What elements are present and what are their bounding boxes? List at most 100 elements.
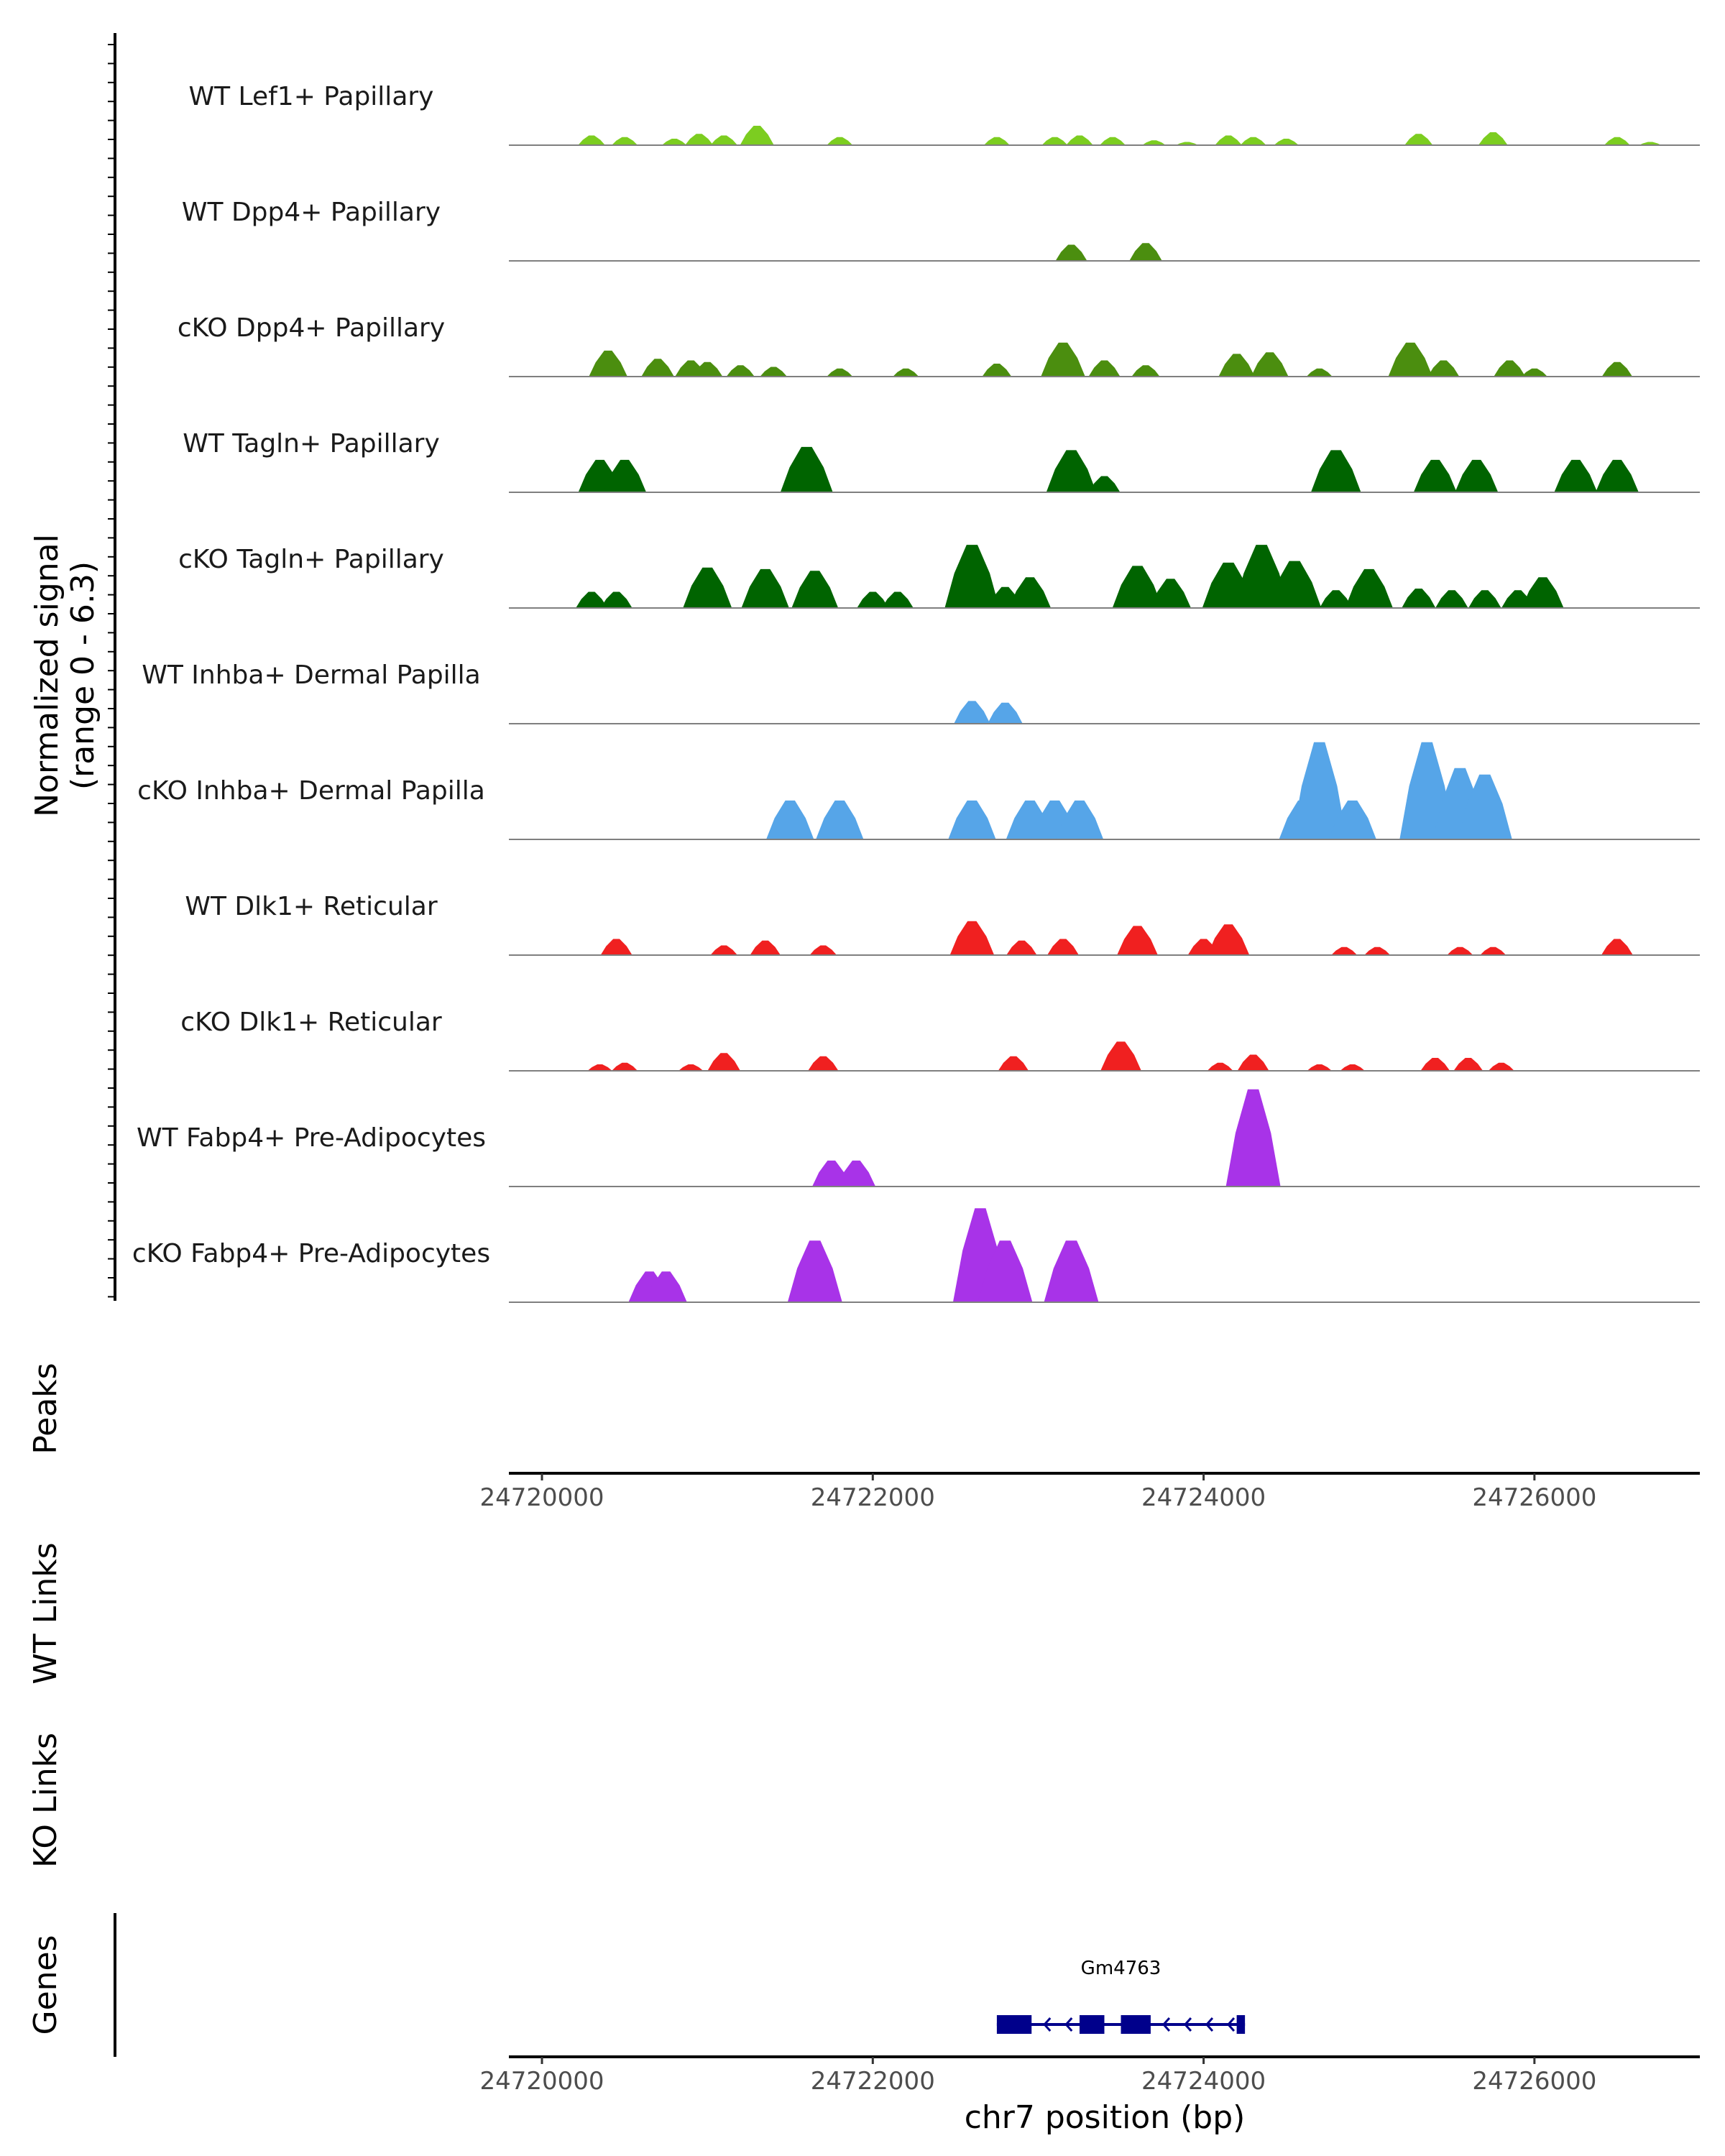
- coverage-peak: [1457, 774, 1512, 839]
- coverage-peak: [816, 800, 864, 839]
- gene-model: Gm4763: [996, 1958, 1246, 2034]
- coverage-peak: [1521, 368, 1547, 377]
- coverage-peak: [1340, 1064, 1365, 1071]
- coverage-peak: [578, 135, 605, 145]
- track-4: cKO Tagln+ Papillary: [178, 545, 1700, 609]
- strand-arrow: [1205, 2017, 1214, 2032]
- coverage-peak: [1047, 939, 1079, 955]
- coverage-peak: [1150, 579, 1191, 608]
- track-label: cKO Tagln+ Papillary: [178, 545, 444, 574]
- gene-exon: [996, 2015, 1032, 2034]
- coverage-peak: [1404, 134, 1433, 145]
- coverage-peak: [1100, 1041, 1141, 1071]
- coverage-peak: [893, 368, 919, 377]
- y-axis-ticks: [108, 44, 115, 1298]
- coverage-peak: [1274, 139, 1299, 145]
- coverage-peak: [692, 361, 723, 377]
- coverage-peak: [1601, 361, 1633, 377]
- coverage-peak: [1251, 352, 1289, 377]
- coverage-peak: [1364, 946, 1391, 955]
- coverage-peak: [589, 350, 627, 377]
- coverage-peak: [1328, 800, 1376, 839]
- x-tick-label: 24724000: [1141, 2067, 1266, 2096]
- track-0: WT Lef1+ Papillary: [189, 82, 1700, 146]
- coverage-peak: [809, 945, 837, 955]
- track-10: cKO Fabp4+ Pre-Adipocytes: [132, 1208, 1700, 1303]
- track-7: WT Dlk1+ Reticular: [185, 892, 1700, 956]
- coverage-peak: [1388, 342, 1433, 377]
- coverage-peak: [1453, 1058, 1484, 1071]
- coverage-peak: [827, 137, 853, 145]
- coverage-peak: [612, 137, 638, 145]
- x-tick-label: 24722000: [811, 2067, 935, 2096]
- track-label: WT Tagln+ Papillary: [183, 429, 440, 459]
- gene-exon: [1121, 2015, 1151, 2034]
- coverage-peak: [587, 1064, 612, 1071]
- coverage-peak: [1345, 568, 1393, 608]
- coverage-peak: [787, 1240, 842, 1302]
- coverage-peak: [1088, 476, 1121, 492]
- coverage-peak: [837, 1160, 876, 1187]
- track-8: cKO Dlk1+ Reticular: [180, 1008, 1700, 1072]
- coverage-peak: [1131, 365, 1160, 377]
- coverage-peak: [710, 135, 737, 145]
- coverage-peak: [1041, 342, 1085, 377]
- coverage-peak: [1494, 360, 1526, 377]
- track-label: cKO Dpp4+ Papillary: [178, 313, 445, 343]
- coverage-peak: [1129, 243, 1162, 261]
- coverage-peak: [1310, 450, 1361, 492]
- peaks-panel-title: Peaks: [27, 1363, 64, 1454]
- coverage-peak: [1447, 946, 1473, 955]
- coverage-peak: [707, 1053, 740, 1071]
- gene-annotations: Gm4763: [996, 1958, 1246, 2034]
- coverage-peak: [978, 1240, 1033, 1302]
- coverage-peak: [1112, 566, 1163, 608]
- y-axis-subtitle: (range 0 - 6.3): [65, 561, 101, 790]
- coverage-peak: [988, 702, 1023, 724]
- coverage-peak: [1225, 1089, 1281, 1187]
- coverage-peak: [685, 134, 714, 145]
- coverage-peak: [1427, 360, 1460, 377]
- strand-arrow: [1226, 2017, 1236, 2032]
- track-6: cKO Inhba+ Dermal Papilla: [137, 742, 1700, 840]
- coverage-peak: [780, 446, 833, 492]
- coverage-peak: [948, 800, 996, 839]
- coverage-peak: [576, 591, 608, 608]
- coverage-peak: [1435, 590, 1468, 608]
- coverage-peak: [1554, 459, 1598, 492]
- coverage-peak: [741, 568, 789, 608]
- track-label: WT Fabp4+ Pre-Adipocytes: [137, 1123, 486, 1153]
- coverage-peak: [1468, 590, 1501, 608]
- coverage-peak: [1240, 137, 1266, 145]
- coverage-peak: [1595, 459, 1639, 492]
- coverage-peak: [1306, 368, 1333, 377]
- coverage-peak: [982, 364, 1012, 377]
- track-label: cKO Dlk1+ Reticular: [180, 1008, 442, 1037]
- coverage-peak: [1639, 142, 1662, 145]
- coverage-peak: [1237, 1054, 1269, 1071]
- track-label: WT Lef1+ Papillary: [189, 82, 434, 111]
- coverage-peak: [1420, 1058, 1450, 1071]
- coverage-peak: [645, 1271, 687, 1302]
- coverage-peak: [1044, 1240, 1099, 1302]
- x-tick-label: 24720000: [479, 2067, 604, 2096]
- coverage-peak: [1215, 135, 1242, 145]
- wt-links-panel-title: WT Links: [27, 1542, 64, 1684]
- coverage-peak: [1319, 590, 1353, 608]
- strand-arrow: [1162, 2017, 1171, 2032]
- coverage-peak: [1207, 924, 1250, 955]
- coverage-peak: [998, 1056, 1029, 1071]
- track-3: WT Tagln+ Papillary: [183, 429, 1700, 493]
- coverage-peak: [1488, 1062, 1514, 1071]
- coverage-peak: [661, 139, 687, 145]
- coverage-peak: [1268, 561, 1322, 608]
- coverage-peak: [726, 365, 755, 377]
- coverage-peak: [1055, 244, 1087, 261]
- coverage-peak: [857, 591, 889, 608]
- coverage-peak: [750, 940, 781, 955]
- track-label: cKO Inhba+ Dermal Papilla: [137, 776, 485, 806]
- coverage-peak: [740, 126, 774, 145]
- coverage-peak: [766, 800, 814, 839]
- x-tick-label: 24726000: [1472, 2067, 1596, 2096]
